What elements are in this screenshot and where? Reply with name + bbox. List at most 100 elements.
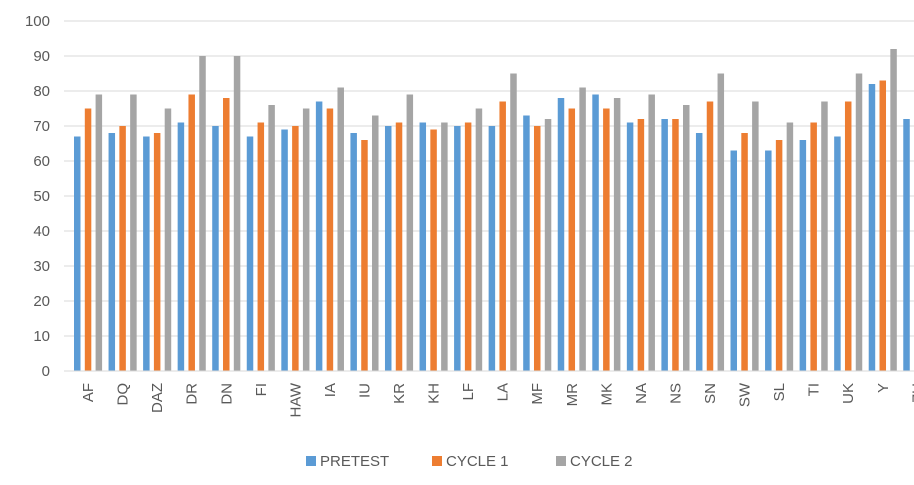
bar-cycle-2-lf bbox=[475, 108, 483, 371]
y-tick-label: 50 bbox=[33, 188, 50, 205]
bar-pretest-mf bbox=[523, 115, 530, 371]
x-tick-label: TI bbox=[806, 383, 823, 396]
bar-cycle-2-sw bbox=[752, 101, 759, 371]
bar-cycle-2-na bbox=[648, 94, 655, 371]
x-tick-label: LA bbox=[495, 383, 512, 401]
x-tick-label: MK bbox=[598, 383, 615, 406]
y-tick-label: 90 bbox=[33, 48, 50, 65]
bar-cycle-1-kr bbox=[395, 122, 403, 371]
bar-cycle-2-mk bbox=[613, 98, 621, 371]
bar-cycle-2-sn bbox=[717, 73, 725, 371]
bar-pretest-fi bbox=[246, 136, 254, 371]
x-tick-label: MR bbox=[564, 383, 581, 406]
bar-cycle-2-dn bbox=[233, 56, 241, 371]
bar-cycle-1-ia bbox=[326, 108, 334, 371]
bar-cycle-1-mf bbox=[533, 126, 541, 371]
y-tick-label: 70 bbox=[33, 118, 50, 135]
bar-cycle-2-ia bbox=[337, 87, 344, 371]
bar-cycle-1-ti bbox=[810, 122, 817, 371]
bar-pretest-dq bbox=[108, 133, 116, 371]
bar-cycle-1-fi bbox=[257, 122, 265, 371]
x-axis-labels: AF DQ DAZ DR DN FI HAW IA IU KR KH LF LA MF MR MK NA NS SN… bbox=[80, 382, 914, 417]
bar-pretest-haw bbox=[281, 129, 288, 371]
bar-pretest-zu bbox=[903, 119, 910, 371]
y-tick-label: 40 bbox=[33, 223, 50, 240]
bar-pretest-ns bbox=[661, 119, 668, 371]
bar-cycle-2-iu bbox=[372, 115, 379, 371]
legend-label-pretest: PRETEST bbox=[320, 453, 389, 470]
bar-cycle-1-y bbox=[879, 80, 887, 371]
bar-cycle-1-uk bbox=[844, 101, 852, 371]
y-tick-label: 80 bbox=[33, 83, 50, 100]
x-tick-label: SL bbox=[771, 383, 788, 401]
x-tick-label: Y bbox=[875, 383, 892, 393]
bar-cycle-1-lf bbox=[464, 122, 472, 371]
bar-pretest-kh bbox=[419, 122, 427, 371]
x-tick-label: LF bbox=[460, 383, 477, 401]
bar-cycle-2-kh bbox=[441, 122, 448, 371]
x-tick-label: SW bbox=[737, 382, 754, 407]
y-axis-ticks: 0 10 20 30 40 50 60 70 80 90 100 bbox=[25, 13, 50, 380]
x-tick-label: KH bbox=[426, 383, 443, 404]
bar-cycle-1-sl bbox=[775, 140, 783, 371]
bar-cycle-2-af bbox=[95, 94, 103, 371]
bar-pretest-iu bbox=[350, 133, 357, 371]
bar-cycle-1-kh bbox=[430, 129, 437, 371]
x-tick-label: IA bbox=[322, 383, 339, 397]
bar-cycle-2-la bbox=[510, 73, 517, 371]
bar-cycle-2-dr bbox=[199, 56, 206, 371]
bar-cycle-2-uk bbox=[855, 73, 863, 371]
bar-cycle-1-dr bbox=[188, 94, 195, 371]
bar-pretest-lf bbox=[454, 126, 461, 371]
x-tick-label: DR bbox=[184, 383, 201, 405]
bar-cycle-1-haw bbox=[292, 126, 299, 371]
bar-pretest-ti bbox=[799, 140, 807, 371]
bar-pretest-uk bbox=[834, 136, 841, 371]
bar-cycle-1-sn bbox=[706, 101, 714, 371]
bar-pretest-la bbox=[488, 126, 496, 371]
x-tick-label: DQ bbox=[115, 383, 132, 406]
bar-cycle-1-ns bbox=[672, 119, 679, 371]
y-tick-label: 60 bbox=[33, 153, 50, 170]
legend: PRETEST CYCLE 1 CYCLE 2 bbox=[306, 453, 633, 470]
bar-pretest-af bbox=[74, 136, 81, 371]
x-tick-label: IU bbox=[356, 383, 373, 398]
x-tick-label: HAW bbox=[287, 382, 304, 417]
bar-cycle-1-dq bbox=[119, 126, 126, 371]
bar-cycle-2-sl bbox=[786, 122, 794, 371]
bar-cycle-1-na bbox=[637, 119, 645, 371]
bar-cycle-1-daz bbox=[153, 133, 161, 371]
bar-pretest-daz bbox=[143, 136, 150, 371]
x-tick-label: DN bbox=[218, 383, 235, 405]
bar-pretest-kr bbox=[384, 126, 392, 371]
legend-label-cycle-2: CYCLE 2 bbox=[570, 453, 633, 470]
bar-cycle-2-haw bbox=[302, 108, 310, 371]
bar-cycle-2-ns bbox=[682, 105, 690, 371]
bars bbox=[74, 49, 910, 371]
bar-cycle-1-af bbox=[84, 108, 92, 371]
bar-cycle-1-iu bbox=[361, 140, 368, 371]
bar-cycle-2-dq bbox=[130, 94, 137, 371]
legend-label-cycle-1: CYCLE 1 bbox=[446, 453, 509, 470]
y-tick-label: 20 bbox=[33, 293, 50, 310]
y-tick-label: 30 bbox=[33, 258, 50, 275]
bar-pretest-mk bbox=[592, 94, 599, 371]
x-tick-label: NA bbox=[633, 383, 650, 404]
bar-cycle-2-kr bbox=[406, 94, 414, 371]
bar-pretest-y bbox=[868, 84, 876, 371]
x-tick-label: UK bbox=[840, 383, 857, 404]
bar-pretest-dn bbox=[212, 126, 219, 371]
x-tick-label: ZU bbox=[909, 383, 914, 403]
x-tick-label: FI bbox=[253, 383, 270, 396]
bar-cycle-2-mf bbox=[544, 119, 552, 371]
bar-cycle-1-la bbox=[499, 101, 506, 371]
bar-pretest-sn bbox=[695, 133, 703, 371]
bar-pretest-na bbox=[626, 122, 634, 371]
y-tick-label: 0 bbox=[42, 363, 50, 380]
legend-swatch-cycle-2 bbox=[556, 456, 566, 466]
bar-cycle-1-dn bbox=[223, 98, 230, 371]
bar-pretest-dr bbox=[177, 122, 185, 371]
bar-cycle-1-sw bbox=[741, 133, 748, 371]
